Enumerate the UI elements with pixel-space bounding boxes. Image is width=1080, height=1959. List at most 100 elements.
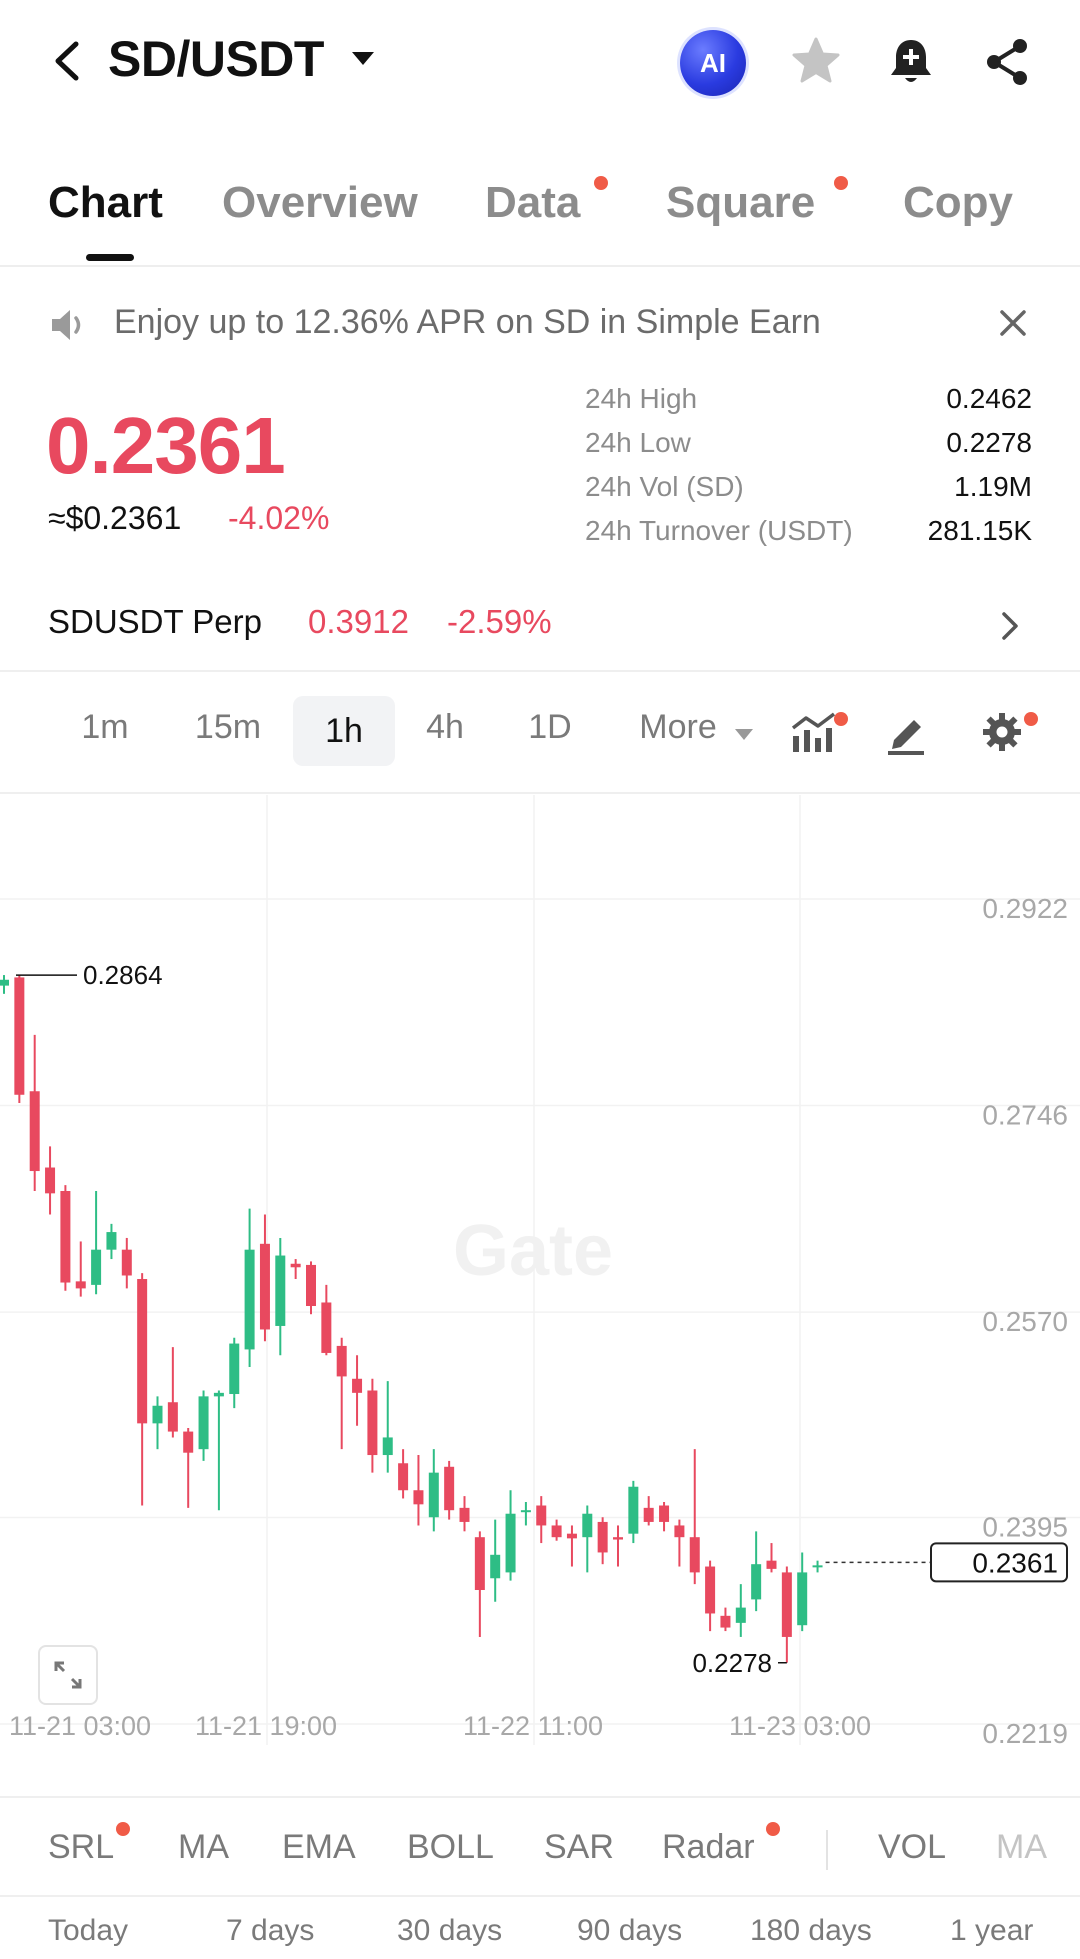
chevron-right-icon[interactable] bbox=[998, 608, 1022, 644]
caret-down-icon[interactable] bbox=[735, 729, 753, 740]
candle-body bbox=[797, 1572, 808, 1626]
expand-chart-button[interactable] bbox=[38, 1645, 98, 1705]
candlestick-chart[interactable]: 0.2922 0.2746 0.2570 0.2395 0.2219 Gate 0.2864… bbox=[0, 795, 1080, 1745]
perp-name[interactable]: SDUSDT Perp bbox=[48, 603, 262, 640]
candle-body bbox=[14, 977, 25, 1095]
candle-body bbox=[306, 1264, 316, 1307]
price-change-percent: -4.02% bbox=[228, 500, 330, 536]
range-90-days[interactable]: 90 days bbox=[577, 1914, 683, 1947]
candle-body bbox=[643, 1507, 654, 1522]
section-divider bbox=[0, 792, 1080, 794]
range-180-days[interactable]: 180 days bbox=[750, 1914, 872, 1947]
stat-label-24h-low: 24h Low bbox=[585, 427, 691, 458]
tab-data[interactable]: Data bbox=[485, 178, 581, 227]
back-arrow-icon[interactable] bbox=[46, 36, 86, 86]
interval-1d[interactable]: 1D bbox=[528, 708, 572, 746]
ai-button[interactable]: AI bbox=[680, 30, 746, 96]
candle-body bbox=[474, 1537, 485, 1591]
stat-value-24h-high: 0.2462 bbox=[946, 383, 1032, 414]
indicator-boll[interactable]: BOLL bbox=[407, 1828, 494, 1866]
indicator-ema[interactable]: EMA bbox=[282, 1828, 356, 1866]
candle-body bbox=[336, 1345, 347, 1377]
banner-text: Enjoy up to 12.36% APR on SD in Simple E… bbox=[114, 303, 821, 341]
tab-square-notification-dot bbox=[834, 176, 848, 190]
interval-1m[interactable]: 1m bbox=[81, 708, 129, 746]
candle-body bbox=[137, 1279, 148, 1424]
candle-body bbox=[582, 1513, 593, 1538]
star-icon[interactable] bbox=[788, 34, 844, 90]
candle-body bbox=[490, 1554, 501, 1579]
candle-body bbox=[781, 1572, 792, 1637]
candle-body bbox=[91, 1249, 102, 1285]
perp-price[interactable]: 0.3912 bbox=[308, 603, 409, 640]
x-axis-tick-label: 11-23 03:00 bbox=[729, 1711, 871, 1741]
indicator-vol[interactable]: VOL bbox=[878, 1828, 947, 1866]
candle-body bbox=[121, 1249, 132, 1276]
settings-gear-icon[interactable] bbox=[980, 710, 1024, 754]
y-axis-tick-label: 0.2570 bbox=[982, 1306, 1068, 1337]
indicator-srl[interactable]: SRL bbox=[48, 1828, 115, 1866]
candle-body bbox=[720, 1615, 731, 1628]
settings-notification-dot bbox=[1024, 712, 1038, 726]
interval-15m[interactable]: 15m bbox=[194, 708, 262, 746]
expand-arrows-icon bbox=[54, 1661, 82, 1689]
low-marker-label: 0.2278 bbox=[692, 1648, 772, 1678]
candle-body bbox=[751, 1564, 762, 1600]
candle-body bbox=[613, 1537, 623, 1540]
candle-body bbox=[198, 1396, 209, 1450]
candle-body bbox=[536, 1505, 547, 1526]
range-today[interactable]: Today bbox=[48, 1914, 129, 1947]
last-price: 0.2361 bbox=[46, 401, 286, 490]
caret-down-icon[interactable] bbox=[352, 52, 374, 65]
candle-body bbox=[674, 1525, 685, 1538]
candle-body bbox=[689, 1537, 700, 1573]
candle-body bbox=[45, 1167, 56, 1194]
indicator-notification-dot bbox=[834, 712, 848, 726]
tab-chart[interactable]: Chart bbox=[48, 178, 163, 227]
draw-pen-icon[interactable] bbox=[884, 712, 928, 756]
candle-body bbox=[398, 1463, 409, 1491]
candle-body bbox=[106, 1232, 117, 1250]
y-axis-tick-label: 0.2395 bbox=[982, 1511, 1068, 1542]
pair-title[interactable]: SD/USDT bbox=[108, 31, 324, 87]
indicator-sar[interactable]: SAR bbox=[544, 1828, 614, 1866]
promo-banner[interactable]: Enjoy up to 12.36% APR on SD in Simple E… bbox=[0, 295, 1080, 355]
candle-body bbox=[551, 1525, 562, 1538]
interval-1h[interactable]: 1h bbox=[293, 696, 395, 766]
x-axis-tick-label: 11-22 11:00 bbox=[463, 1711, 603, 1741]
range-30-days[interactable]: 30 days bbox=[397, 1914, 503, 1947]
candle-body bbox=[152, 1405, 163, 1424]
indicator-srl-dot bbox=[116, 1822, 130, 1836]
share-icon[interactable] bbox=[980, 34, 1036, 90]
indicator-ma-sub[interactable]: MA bbox=[996, 1828, 1047, 1866]
candle-body bbox=[520, 1510, 531, 1513]
candle-body bbox=[352, 1378, 363, 1393]
close-icon[interactable] bbox=[995, 305, 1031, 341]
tab-square[interactable]: Square bbox=[666, 178, 816, 227]
section-divider bbox=[0, 1796, 1080, 1798]
candle-body bbox=[735, 1607, 746, 1623]
indicator-radar[interactable]: Radar bbox=[662, 1828, 755, 1866]
tab-overview[interactable]: Overview bbox=[222, 178, 418, 227]
top-header: SD/USDT AI bbox=[0, 0, 1080, 125]
candle-body bbox=[75, 1281, 86, 1289]
indicator-ma[interactable]: MA bbox=[178, 1828, 229, 1866]
interval-more[interactable]: More bbox=[639, 708, 717, 746]
usd-price: ≈$0.2361 bbox=[48, 500, 182, 536]
perp-change[interactable]: -2.59% bbox=[447, 603, 552, 640]
candle-body bbox=[428, 1472, 439, 1518]
main-tabs: Chart Overview Data Square Copy bbox=[0, 160, 1080, 267]
range-1-year[interactable]: 1 year bbox=[950, 1914, 1034, 1947]
candle-body bbox=[0, 979, 9, 986]
candle-body bbox=[229, 1343, 240, 1395]
interval-4h[interactable]: 4h bbox=[426, 708, 464, 746]
y-axis-tick-label: 0.2922 bbox=[982, 893, 1068, 924]
bell-plus-icon[interactable] bbox=[883, 34, 939, 90]
tab-copy[interactable]: Copy bbox=[903, 178, 1013, 227]
last-price-tag-box bbox=[930, 1542, 1068, 1583]
range-7-days[interactable]: 7 days bbox=[226, 1914, 315, 1947]
candle-body bbox=[505, 1513, 516, 1573]
candle-body bbox=[29, 1091, 40, 1172]
tab-data-notification-dot bbox=[594, 176, 608, 190]
indicator-chart-icon[interactable] bbox=[790, 710, 838, 754]
